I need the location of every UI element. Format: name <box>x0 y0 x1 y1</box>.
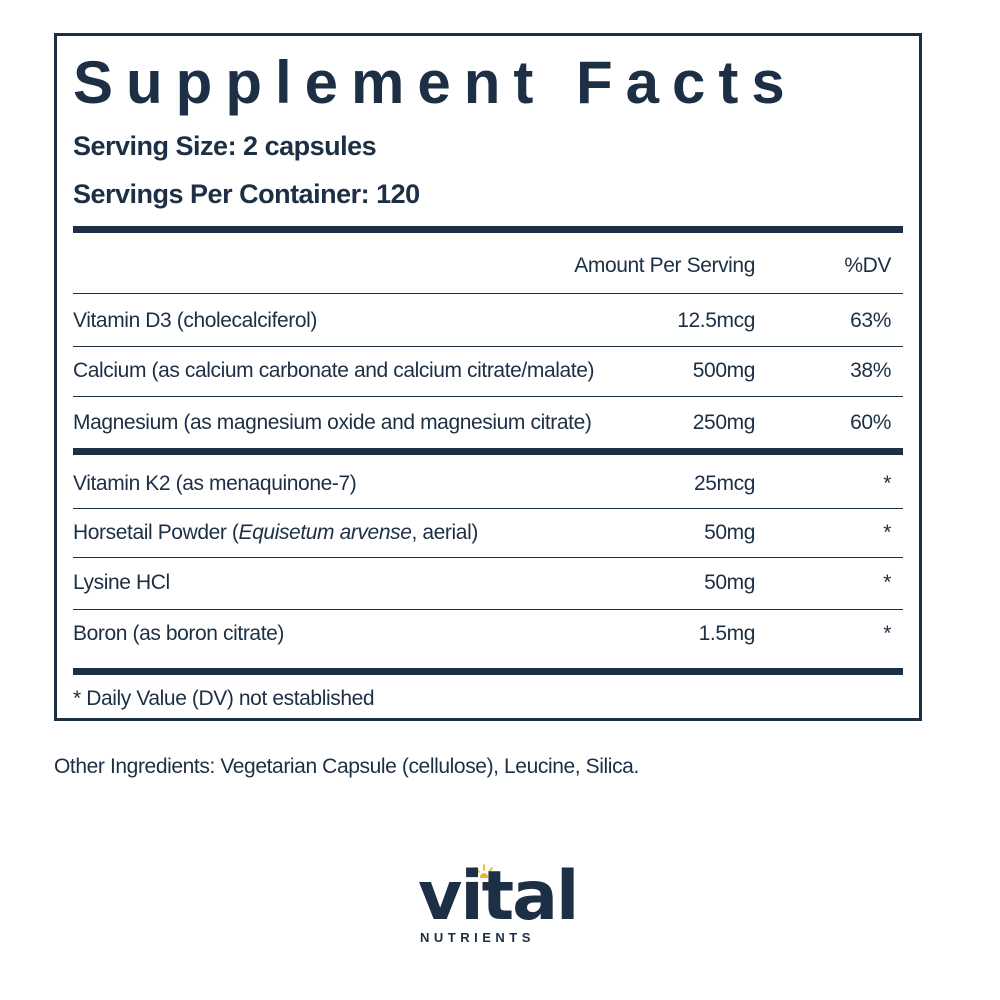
ingredient-name: Magnesium (as magnesium oxide and magnes… <box>73 411 592 434</box>
ingredient-amount: 25mcg <box>693 472 755 495</box>
table-row: Magnesium (as magnesium oxide and magnes… <box>73 408 903 438</box>
table-row: Boron (as boron citrate) 1.5mg * <box>73 619 903 649</box>
ingredient-amount: 50mg <box>704 521 755 544</box>
divider-thin <box>73 557 903 558</box>
ingredient-dv: 38% <box>850 359 891 382</box>
ingredient-amount: 250mg <box>692 411 756 434</box>
ingredient-name: Vitamin D3 (cholecalciferol) <box>73 309 318 332</box>
ingredient-name: Boron (as boron citrate) <box>73 622 285 645</box>
table-row: Vitamin D3 (cholecalciferol) 12.5mcg 63% <box>73 306 903 336</box>
panel-title: Supplement Facts <box>73 49 798 116</box>
ingredient-dv: * <box>883 571 891 594</box>
divider-thin <box>73 508 903 509</box>
ingredient-dv: 63% <box>850 309 891 332</box>
ingredient-dv: * <box>883 472 891 495</box>
serving-size: Serving Size: 2 capsules <box>73 131 377 161</box>
ingredient-name: Lysine HCl <box>73 571 170 594</box>
ingredient-name: Vitamin K2 (as menaquinone-7) <box>73 472 357 495</box>
ingredient-dv: * <box>883 521 891 544</box>
divider-thick <box>73 668 903 675</box>
divider-thin <box>73 396 903 397</box>
table-row: Calcium (as calcium carbonate and calciu… <box>73 356 903 386</box>
ingredient-latin-name: Equisetum arvense <box>238 521 412 544</box>
table-row: Vitamin K2 (as menaquinone-7) 25mcg * <box>73 469 903 499</box>
ingredient-name: Calcium (as calcium carbonate and calciu… <box>73 359 595 382</box>
ingredient-amount: 50mg <box>704 571 755 594</box>
ingredient-amount: 500mg <box>692 359 756 382</box>
brand-logo: vital NUTRIENTS <box>418 862 579 952</box>
logo-wordmark: vital <box>418 857 579 936</box>
ingredient-name: Horsetail Powder (Equisetum arvense, aer… <box>73 518 478 548</box>
ingredient-dv: 60% <box>850 411 891 434</box>
ingredient-amount: 12.5mcg <box>677 309 755 332</box>
divider-thin <box>73 609 903 610</box>
divider-thick <box>73 226 903 233</box>
sun-icon <box>471 864 497 878</box>
table-row: Horsetail Powder (Equisetum arvense, aer… <box>73 518 903 548</box>
header-amount: Amount Per Serving <box>574 254 755 277</box>
servings-per-container: Servings Per Container: 120 <box>73 179 420 209</box>
table-row: Lysine HCl 50mg * <box>73 568 903 598</box>
ingredient-name-suffix: , aerial) <box>411 521 479 544</box>
divider-thin <box>73 293 903 294</box>
divider-thick <box>73 448 903 455</box>
table-header: Amount Per Serving %DV <box>73 251 903 281</box>
ingredient-name-prefix: Horsetail Powder ( <box>73 521 239 544</box>
supplement-facts-panel: Supplement Facts Serving Size: 2 capsule… <box>54 33 922 721</box>
ingredient-amount: 1.5mg <box>698 622 756 645</box>
footnote: * Daily Value (DV) not established <box>73 687 375 710</box>
ingredient-dv: * <box>883 622 891 645</box>
other-ingredients: Other Ingredients: Vegetarian Capsule (c… <box>54 755 639 778</box>
logo-subword: NUTRIENTS <box>420 930 535 945</box>
divider-thin <box>73 346 903 347</box>
header-dv: %DV <box>844 254 891 277</box>
